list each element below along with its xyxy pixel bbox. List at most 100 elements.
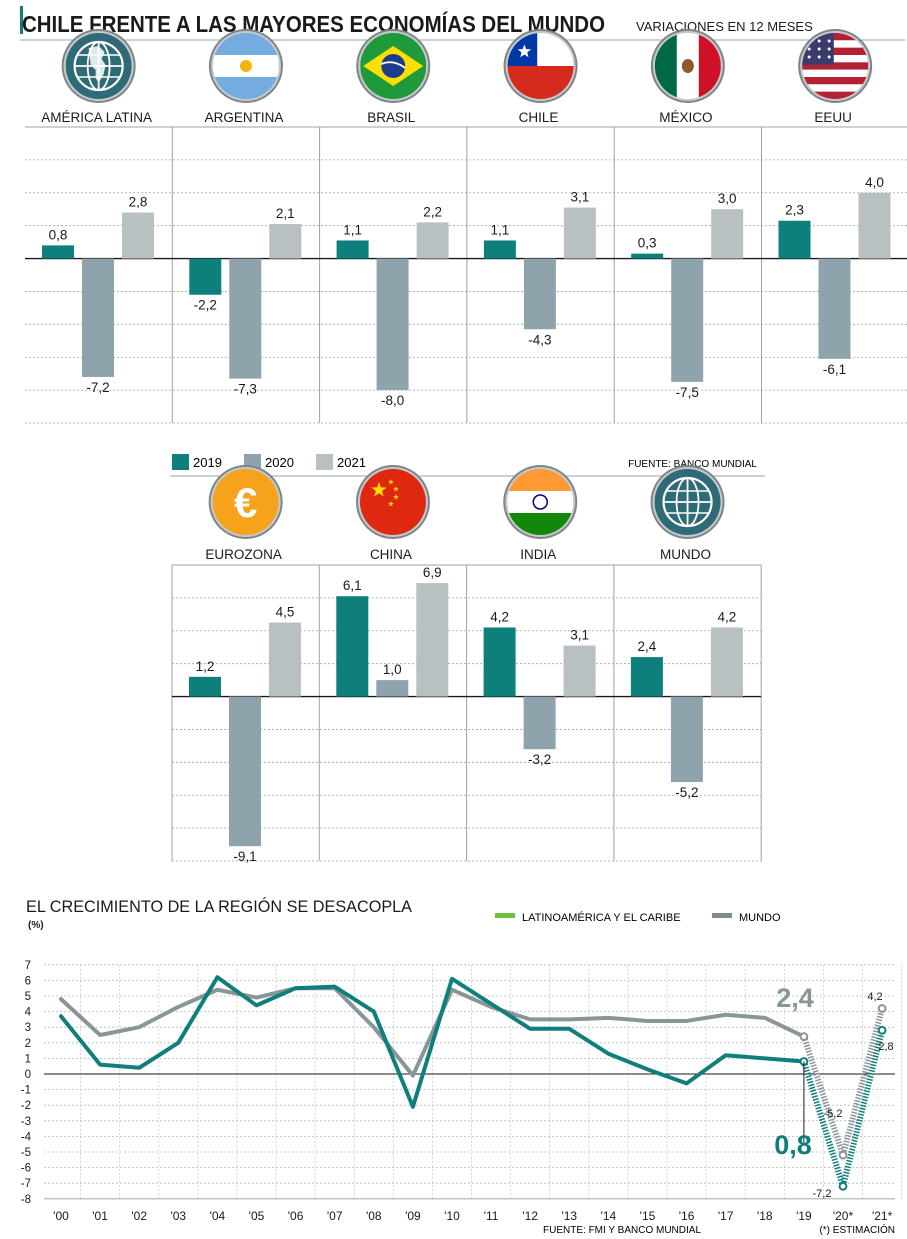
y-tick-label: -5 bbox=[21, 1147, 31, 1159]
flag-star bbox=[827, 39, 831, 43]
x-tick-label: '13 bbox=[561, 1209, 577, 1223]
data-label-america-latina-2020: -7,2 bbox=[86, 380, 109, 395]
bar-america-latina-2019 bbox=[42, 245, 74, 259]
globe-americas-icon bbox=[61, 29, 136, 103]
x-tick-label: '12 bbox=[522, 1209, 538, 1223]
y-tick-label: -1 bbox=[21, 1085, 31, 1097]
bar-mundo-2019 bbox=[630, 657, 663, 697]
flag-stripe bbox=[802, 77, 869, 85]
bar-source: FUENTE: BANCO MUNDIAL bbox=[628, 459, 757, 470]
point-mundo-21 bbox=[877, 1004, 887, 1013]
legend-label-2021: 2021 bbox=[337, 455, 366, 470]
point-mundo-20 bbox=[838, 1150, 848, 1160]
series-estimate-latinoamerica-y-el-caribe bbox=[801, 1029, 886, 1198]
data-label-india-2021: 3,1 bbox=[570, 628, 589, 643]
data-label-brasil-2021: 2,2 bbox=[423, 204, 442, 219]
flag-stripe bbox=[802, 62, 869, 70]
group-label-india: INDIA bbox=[520, 547, 556, 562]
x-tick-label: '19 bbox=[796, 1209, 812, 1223]
flag-star bbox=[807, 47, 811, 51]
group-label-mundo: MUNDO bbox=[660, 547, 711, 562]
series-line-mundo bbox=[59, 986, 806, 1078]
x-tick-label: '03 bbox=[170, 1209, 186, 1223]
bar-eeuu-2020 bbox=[818, 258, 851, 359]
y-tick-label: 4 bbox=[25, 1007, 32, 1019]
flag-china-icon bbox=[355, 465, 430, 539]
line-chart-title: EL CRECIMIENTO DE LA REGIÓN SE DESACOPLA bbox=[26, 897, 413, 916]
flag-brazil-icon bbox=[356, 29, 431, 103]
data-label-eurozona-2019: 1,2 bbox=[196, 659, 215, 674]
bar-brasil-2019 bbox=[336, 240, 369, 259]
line-source: FUENTE: FMI Y BANCO MUNDIAL bbox=[543, 1225, 701, 1236]
flag-star bbox=[371, 482, 387, 497]
flag-stripe bbox=[802, 55, 869, 63]
x-tick-label: '08 bbox=[366, 1209, 382, 1223]
group-label-eurozona: EUROZONA bbox=[205, 547, 282, 562]
flag-star bbox=[393, 486, 399, 492]
bar-argentina-2021 bbox=[269, 224, 302, 259]
y-tick-label: -3 bbox=[21, 1116, 31, 1128]
y-tick-label: 0 bbox=[25, 1069, 31, 1081]
legend-label-mundo: MUNDO bbox=[739, 912, 781, 924]
data-label-eeuu-2019: 2,3 bbox=[785, 203, 804, 218]
flag-stripe bbox=[802, 33, 869, 41]
bar-eeuu-2021 bbox=[858, 192, 891, 259]
y-tick-label: -8 bbox=[21, 1194, 31, 1206]
flag-star bbox=[807, 55, 811, 59]
header: CHILE FRENTE A LAS MAYORES ECONOMÍAS DEL… bbox=[20, 6, 905, 41]
flag-stripe bbox=[802, 40, 869, 48]
bar-india-2020 bbox=[523, 696, 556, 750]
bar-mundo-2020 bbox=[670, 696, 703, 783]
icon-face bbox=[654, 469, 721, 535]
x-tick-label: '00 bbox=[53, 1209, 69, 1223]
flag-star bbox=[393, 494, 399, 500]
data-label-china-2021: 6,9 bbox=[423, 565, 442, 580]
bar-india-2021 bbox=[563, 645, 596, 697]
flag-star bbox=[388, 479, 394, 485]
bar-mexico-2019 bbox=[631, 253, 664, 259]
globe-world-icon bbox=[650, 465, 725, 539]
point-latinoamerica-y-el-caribe-20 bbox=[838, 1181, 848, 1191]
y-tick-label: -4 bbox=[21, 1131, 32, 1143]
x-tick-label: '11 bbox=[484, 1209, 499, 1223]
legend-label-latam: LATINOAMÉRICA Y EL CARIBE bbox=[522, 911, 681, 924]
flag-stripe bbox=[802, 69, 869, 77]
group-label-mexico: MÉXICO bbox=[659, 110, 712, 125]
icon-face bbox=[360, 33, 427, 99]
page-title: CHILE FRENTE A LAS MAYORES ECONOMÍAS DEL… bbox=[22, 10, 605, 37]
data-label-eurozona-2020: -9,1 bbox=[233, 849, 256, 864]
flag-stripe bbox=[212, 77, 279, 99]
flag-emblem bbox=[681, 59, 694, 73]
bar-china-2021 bbox=[416, 583, 449, 697]
data-label-eeuu-2021: 4,0 bbox=[865, 175, 884, 190]
bar-chart-eurozone-world: € EUROZONA 1,2 -9,1 4,5 CHINA 6,1 1,0 6,9 INDIA 4,… bbox=[171, 465, 762, 864]
data-label-argentina-2019: -2,2 bbox=[194, 298, 217, 313]
x-tick-label: '21* bbox=[872, 1209, 893, 1223]
point-mundo-19 bbox=[799, 1032, 809, 1041]
y-tick-label: 2 bbox=[25, 1038, 31, 1050]
data-label-brasil-2020: -8,0 bbox=[381, 393, 404, 408]
legend-label-2019: 2019 bbox=[193, 455, 222, 470]
flag-stripe bbox=[698, 33, 721, 99]
flag-star bbox=[817, 55, 821, 59]
flag-star bbox=[817, 47, 821, 51]
data-label-mundo-2021: 4,2 bbox=[718, 609, 737, 624]
x-tick-label: '18 bbox=[757, 1209, 773, 1223]
flag-star bbox=[817, 39, 821, 43]
flag-argentina-icon bbox=[208, 29, 283, 103]
data-label-america-latina-2021: 2,8 bbox=[129, 195, 148, 210]
data-label-india-2019: 4,2 bbox=[490, 609, 509, 624]
y-tick-label: 1 bbox=[25, 1053, 31, 1065]
x-tick-label: '01 bbox=[92, 1209, 108, 1223]
bar-chile-2021 bbox=[563, 207, 596, 259]
bar-eeuu-2019 bbox=[778, 220, 811, 259]
group-label-america-latina: AMÉRICA LATINA bbox=[41, 110, 152, 125]
bar-brasil-2020 bbox=[376, 258, 409, 391]
bar-india-2019 bbox=[483, 627, 516, 697]
data-label-china-2019: 6,1 bbox=[343, 578, 362, 593]
flag-stripe bbox=[654, 33, 677, 99]
bar-argentina-2019 bbox=[189, 258, 222, 295]
line-footnote: (*) ESTIMACIÓN bbox=[819, 1223, 895, 1236]
group-label-china: CHINA bbox=[370, 547, 412, 562]
